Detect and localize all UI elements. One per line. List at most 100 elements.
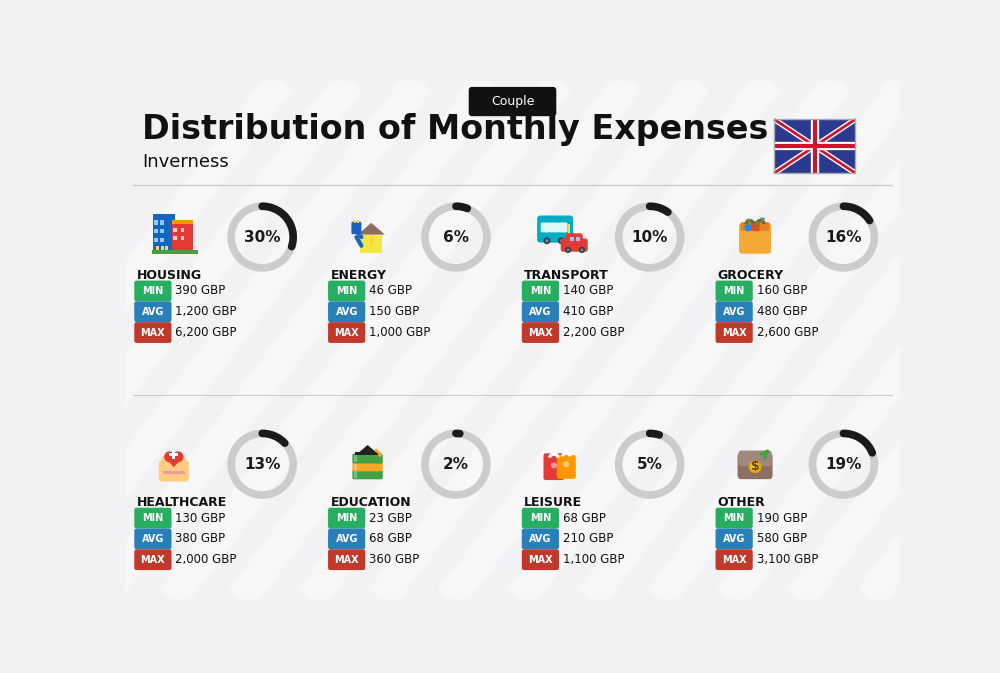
Text: 360 GBP: 360 GBP	[369, 553, 419, 566]
FancyBboxPatch shape	[134, 302, 172, 322]
FancyBboxPatch shape	[134, 528, 172, 549]
Text: 23 GBP: 23 GBP	[369, 511, 412, 525]
Text: OTHER: OTHER	[718, 496, 766, 509]
FancyBboxPatch shape	[177, 456, 185, 468]
Text: 1,200 GBP: 1,200 GBP	[175, 306, 237, 318]
Text: 1,000 GBP: 1,000 GBP	[369, 326, 430, 339]
Text: 13%: 13%	[244, 457, 280, 472]
FancyBboxPatch shape	[134, 322, 172, 343]
Polygon shape	[359, 445, 376, 452]
Text: MAX: MAX	[722, 328, 746, 338]
Circle shape	[563, 461, 569, 467]
FancyBboxPatch shape	[354, 455, 357, 462]
FancyBboxPatch shape	[570, 237, 574, 240]
Text: 1,100 GBP: 1,100 GBP	[563, 553, 624, 566]
FancyBboxPatch shape	[354, 471, 357, 478]
FancyBboxPatch shape	[360, 235, 382, 253]
FancyBboxPatch shape	[522, 549, 559, 570]
FancyBboxPatch shape	[172, 223, 193, 250]
Circle shape	[750, 461, 761, 472]
FancyBboxPatch shape	[544, 454, 564, 480]
FancyBboxPatch shape	[160, 238, 164, 242]
Polygon shape	[760, 217, 765, 223]
FancyBboxPatch shape	[566, 234, 583, 244]
Circle shape	[164, 452, 175, 462]
Text: 480 GBP: 480 GBP	[757, 306, 807, 318]
FancyBboxPatch shape	[162, 456, 170, 468]
Text: 2,000 GBP: 2,000 GBP	[175, 553, 237, 566]
FancyBboxPatch shape	[154, 229, 158, 233]
FancyBboxPatch shape	[154, 220, 158, 225]
FancyBboxPatch shape	[134, 281, 172, 302]
Text: 16%: 16%	[825, 229, 862, 244]
Text: AVG: AVG	[529, 307, 552, 317]
FancyBboxPatch shape	[541, 223, 550, 232]
Text: 6%: 6%	[443, 229, 469, 244]
Text: MIN: MIN	[530, 513, 551, 523]
Text: Couple: Couple	[491, 95, 534, 108]
Circle shape	[560, 240, 563, 242]
Text: 140 GBP: 140 GBP	[563, 285, 613, 297]
FancyBboxPatch shape	[328, 302, 365, 322]
Polygon shape	[754, 221, 759, 227]
Text: 3,100 GBP: 3,100 GBP	[757, 553, 818, 566]
FancyBboxPatch shape	[716, 507, 753, 528]
Circle shape	[581, 248, 583, 251]
FancyBboxPatch shape	[557, 455, 576, 479]
FancyBboxPatch shape	[576, 237, 580, 240]
Text: 2,200 GBP: 2,200 GBP	[563, 326, 624, 339]
FancyBboxPatch shape	[738, 453, 773, 479]
FancyBboxPatch shape	[328, 507, 365, 528]
FancyBboxPatch shape	[751, 221, 760, 232]
FancyBboxPatch shape	[351, 221, 361, 234]
Text: MAX: MAX	[528, 328, 553, 338]
Polygon shape	[358, 223, 385, 235]
Circle shape	[579, 247, 585, 253]
FancyBboxPatch shape	[172, 456, 180, 468]
FancyBboxPatch shape	[716, 281, 753, 302]
FancyBboxPatch shape	[357, 219, 359, 223]
FancyBboxPatch shape	[739, 223, 771, 254]
Text: MIN: MIN	[530, 286, 551, 296]
FancyBboxPatch shape	[163, 471, 185, 474]
FancyBboxPatch shape	[328, 528, 365, 549]
Text: AVG: AVG	[335, 307, 358, 317]
FancyBboxPatch shape	[167, 456, 175, 468]
Circle shape	[744, 224, 752, 232]
FancyBboxPatch shape	[134, 507, 172, 528]
FancyBboxPatch shape	[161, 246, 164, 250]
Text: ENERGY: ENERGY	[330, 269, 386, 282]
FancyBboxPatch shape	[172, 451, 175, 459]
Text: 390 GBP: 390 GBP	[175, 285, 226, 297]
FancyBboxPatch shape	[354, 219, 356, 223]
Circle shape	[543, 238, 550, 244]
Circle shape	[567, 248, 569, 251]
FancyBboxPatch shape	[352, 469, 383, 479]
FancyBboxPatch shape	[522, 281, 559, 302]
Text: MIN: MIN	[142, 513, 164, 523]
Text: MAX: MAX	[722, 555, 746, 565]
Circle shape	[565, 247, 571, 253]
FancyBboxPatch shape	[716, 528, 753, 549]
Text: MAX: MAX	[528, 555, 553, 565]
FancyBboxPatch shape	[568, 223, 570, 235]
FancyBboxPatch shape	[716, 322, 753, 343]
Text: TRANSPORT: TRANSPORT	[524, 269, 609, 282]
Text: HOUSING: HOUSING	[137, 269, 202, 282]
Circle shape	[545, 240, 548, 242]
FancyBboxPatch shape	[173, 228, 177, 232]
Text: MAX: MAX	[334, 328, 359, 338]
FancyBboxPatch shape	[716, 549, 753, 570]
Polygon shape	[369, 236, 373, 246]
FancyBboxPatch shape	[160, 220, 164, 225]
Text: $: $	[751, 460, 759, 473]
FancyBboxPatch shape	[522, 302, 559, 322]
Circle shape	[173, 452, 183, 462]
Text: 10%: 10%	[631, 229, 668, 244]
FancyBboxPatch shape	[154, 238, 158, 242]
Text: 5%: 5%	[637, 457, 663, 472]
Polygon shape	[746, 219, 751, 224]
FancyBboxPatch shape	[352, 454, 383, 464]
FancyBboxPatch shape	[354, 463, 357, 470]
FancyBboxPatch shape	[537, 215, 573, 242]
